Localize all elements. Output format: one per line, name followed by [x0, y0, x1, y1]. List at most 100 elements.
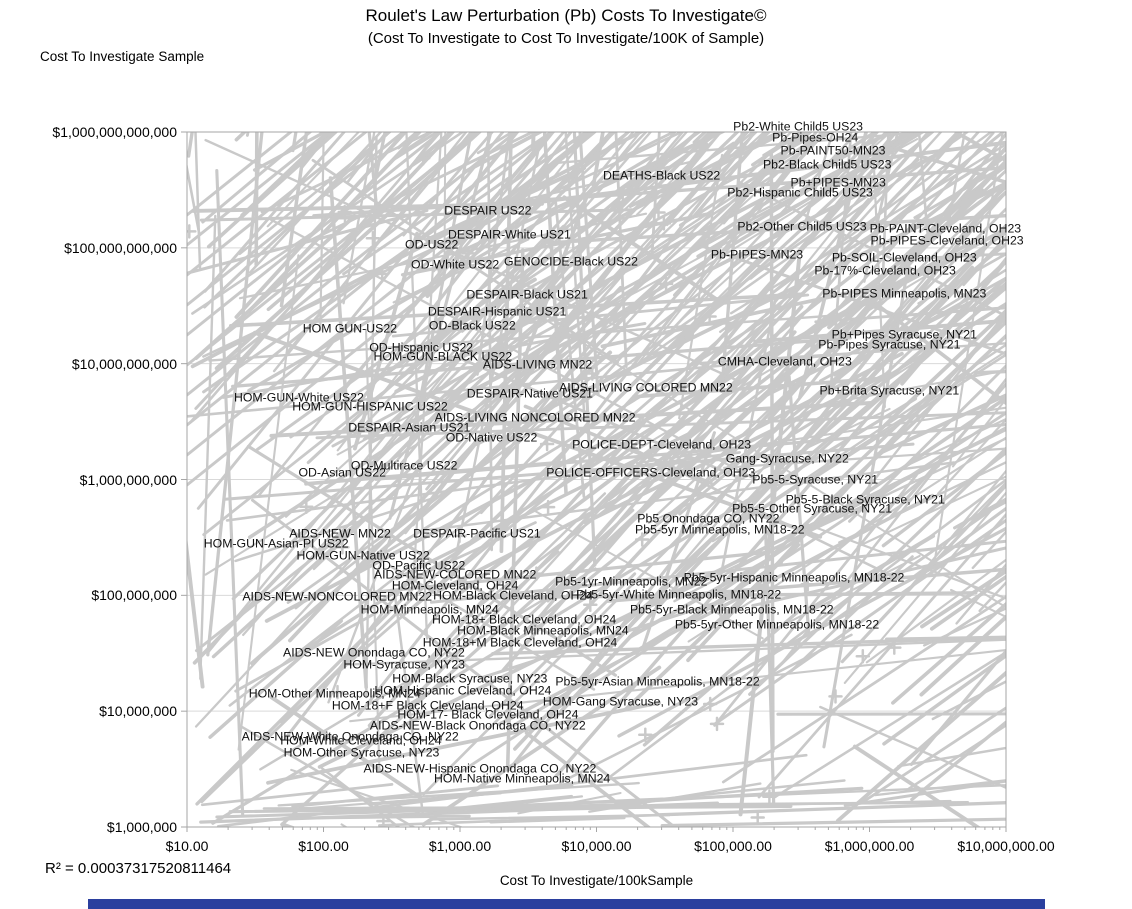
data-point-label: Pb5 Onondaga CO, NY22 [637, 511, 780, 526]
data-point-label: Pb-Pipes-OH24 [772, 130, 859, 145]
y-tick-label: $1,000,000 [106, 819, 177, 835]
x-tick-label: $10.00 [165, 838, 209, 854]
data-point-label: Pb5-5-Black Syracuse, NY21 [785, 492, 945, 507]
y-axis-caption: Cost To Investigate Sample [40, 49, 205, 64]
data-point-label: GENOCIDE-Black US22 [504, 254, 638, 269]
data-point-label: AIDS-LIVING NONCOLORED MN22 [434, 410, 636, 425]
data-point-label: OD-US22 [405, 237, 459, 252]
data-point-label: DESPAIR-Native US21 [466, 386, 593, 401]
data-point-label: DESPAIR-Hispanic US21 [427, 304, 567, 319]
data-point-label: Pb-PAINT-Cleveland, OH23 [869, 221, 1022, 236]
data-point-label: OD-Black US22 [428, 318, 516, 333]
data-point-label: AIDS-LIVING MN22 [482, 357, 593, 372]
chart-title: Roulet's Law Perturbation (Pb) Costs To … [365, 6, 767, 25]
y-tick-label: $100,000,000 [91, 587, 177, 604]
data-point-label: HOM-Minneapolis, MN24 [360, 602, 499, 617]
data-point-label: AIDS-NEW-Hispanic Onondaga CO, NY22 [363, 761, 597, 775]
data-point-label: HOM-18+ Black Cleveland, OH24 [431, 612, 617, 627]
data-point-label: Pb+PIPES-MN23 [790, 175, 886, 190]
data-point-label: Pb2-Hispanic Child5 US23 [727, 185, 873, 200]
x-axis-caption: Cost To Investigate/100kSample [499, 873, 694, 888]
data-point-label: HOM-Hispanic Cleveland, OH24 [374, 683, 552, 698]
data-point-label: HOM-Gang Syracuse, NY23 [542, 694, 699, 709]
data-point-label: Pb-PAINT50-MN23 [780, 143, 886, 158]
data-point-label: HOM-17- Black Cleveland, OH24 [397, 707, 579, 722]
data-point-label: HOM-Cleveland, OH24 [391, 578, 519, 593]
x-tick-label: $100,000.00 [694, 838, 772, 854]
data-point-label: POLICE-DEPT-Cleveland, OH23 [572, 437, 752, 452]
y-tick-label: $10,000,000,000 [71, 355, 177, 372]
data-point-label: HOM-GUN-Asian-PI US22 [203, 536, 349, 550]
data-point-label: HOM GUN-US22 [302, 321, 398, 336]
data-point-label: HOM-Native Minneapolis, MN24 [433, 771, 611, 786]
data-point-label: Pb5-5yr Minneapolis, MN18-22 [635, 522, 805, 536]
data-point-label: CMHA-Cleveland, OH23 [717, 354, 852, 369]
data-point-label: Pb5-1yr-Minneapolis, MN22 [555, 574, 708, 589]
y-tick-label: $1,000,000,000 [79, 471, 177, 488]
y-tick-label: $100,000,000,000 [64, 239, 177, 256]
data-point-label: HOM-Other Syracuse, NY23 [283, 745, 440, 759]
data-point-label: Pb2-Black Child5 US23 [762, 157, 892, 172]
bottom-blue-bar [88, 899, 1045, 909]
data-point-label: AIDS-LIVING COLORED MN22 [559, 380, 733, 395]
data-point-label: Pb-PIPES-MN23 [710, 247, 804, 262]
data-point-label: Pb5-5-Syracuse, NY21 [752, 472, 879, 486]
data-point-label: DESPAIR-Pacific US21 [413, 526, 541, 541]
data-point-label: HOM-White Cleveland, OH24 [280, 733, 442, 748]
r-squared-text: R² = 0.00037317520811464 [45, 860, 232, 877]
data-point-label: DEATHS-Black US22 [602, 168, 721, 183]
data-point-label: HOM-Syracuse, NY23 [343, 657, 466, 672]
data-point-label: DESPAIR-Black US21 [466, 287, 588, 302]
data-point-label: POLICE-OFFICERS-Cleveland, OH23 [546, 465, 756, 479]
data-point-label: Pb-PIPES-Cleveland, OH23 [870, 233, 1024, 248]
data-point-label: HOM-GUN-Native US22 [296, 548, 430, 563]
data-point-label: AIDS-NEW-Black Onondaga CO, NY22 [369, 718, 586, 733]
data-point-label: DESPAIR US22 [444, 203, 532, 217]
data-point-label: Pb5-5yr-Other Minneapolis, MN18-22 [674, 617, 880, 632]
y-tick-label: $10,000,000 [99, 703, 177, 720]
data-point-label: HOM-GUN-White US22 [233, 390, 364, 404]
data-point-label: AIDS-NEW-White Onondaga CO, NY22 [241, 729, 459, 744]
x-tick-label: $1,000,000.00 [824, 838, 915, 854]
data-point-label: Pb+Brita Syracuse, NY21 [819, 383, 960, 398]
data-point-label: HOM-Other Minneapolis, MN24 [248, 686, 421, 701]
data-point-label: Pb5-5yr-Hispanic Minneapolis, MN18-22 [683, 570, 905, 585]
data-point-label: OD-Hispanic US22 [369, 340, 474, 355]
data-point-label: HOM-18+M Black Cleveland, OH24 [422, 635, 618, 650]
data-point-label: OD-Asian US22 [298, 465, 386, 479]
data-point-label: HOM-GUN-BLACK US22 [373, 349, 513, 364]
data-point-label: HOM-GUN-HISPANIC US22 [292, 399, 448, 414]
data-point-label: OD-Native US22 [445, 430, 538, 445]
data-point-label: HOM-Black Syracuse, NY23 [392, 671, 548, 686]
data-point-label: Pb2-Other Child5 US23 [737, 219, 867, 234]
data-point-label: Pb-17%-Cleveland, OH23 [814, 263, 956, 278]
data-point-label: OD-Pacific US22 [372, 558, 466, 573]
data-point-label: AIDS-NEW- MN22 [289, 526, 391, 541]
data-point-label: Pb5-5yr-White Minneapolis, MN18-22 [576, 587, 782, 602]
data-point-label: Pb-SOIL-Cleveland, OH23 [831, 250, 977, 265]
chart-subtitle: (Cost To Investigate to Cost To Investig… [367, 30, 765, 47]
x-tick-label: $100.00 [298, 838, 349, 854]
data-point-label: Gang-Syracuse, NY22 [725, 451, 849, 466]
data-point-label: HOM-Black Minneapolis, MN24 [457, 623, 629, 638]
data-point-label: Pb-Pipes Syracuse, NY21 [818, 337, 961, 352]
data-point-label: DESPAIR-White US21 [448, 227, 571, 242]
data-point-label: HOM-Black Cleveland, OH24 [433, 588, 594, 603]
data-point-label: Pb5-5yr-Asian Minneapolis, MN18-22 [555, 674, 760, 689]
data-point-label: AIDS-NEW Onondaga CO, NY22 [282, 645, 465, 660]
data-point-label: OD-Multirace US22 [350, 458, 458, 473]
data-point-label: DESPAIR-Asian US21 [348, 420, 471, 435]
data-point-label: OD-White US22 [411, 257, 500, 272]
y-tick-label: $1,000,000,000,000 [52, 124, 177, 140]
data-point-label: Pb-PIPES Minneapolis, MN23 [822, 286, 987, 301]
x-tick-label: $10,000.00 [561, 838, 632, 854]
data-point-label: Pb+Pipes Syracuse, NY21 [831, 327, 977, 342]
data-point-label: AIDS-NEW-COLORED MN22 [373, 567, 537, 582]
data-point-label: HOM-18+F Black Cleveland, OH24 [331, 698, 524, 713]
x-tick-label: $1,000.00 [428, 838, 492, 854]
data-point-label: Pb5-5yr-Black Minneapolis, MN18-22 [629, 602, 834, 617]
data-point-label: Pb5-5-Other Syracuse, NY21 [732, 501, 893, 516]
x-tick-label: $10,000,000.00 [957, 838, 1055, 854]
